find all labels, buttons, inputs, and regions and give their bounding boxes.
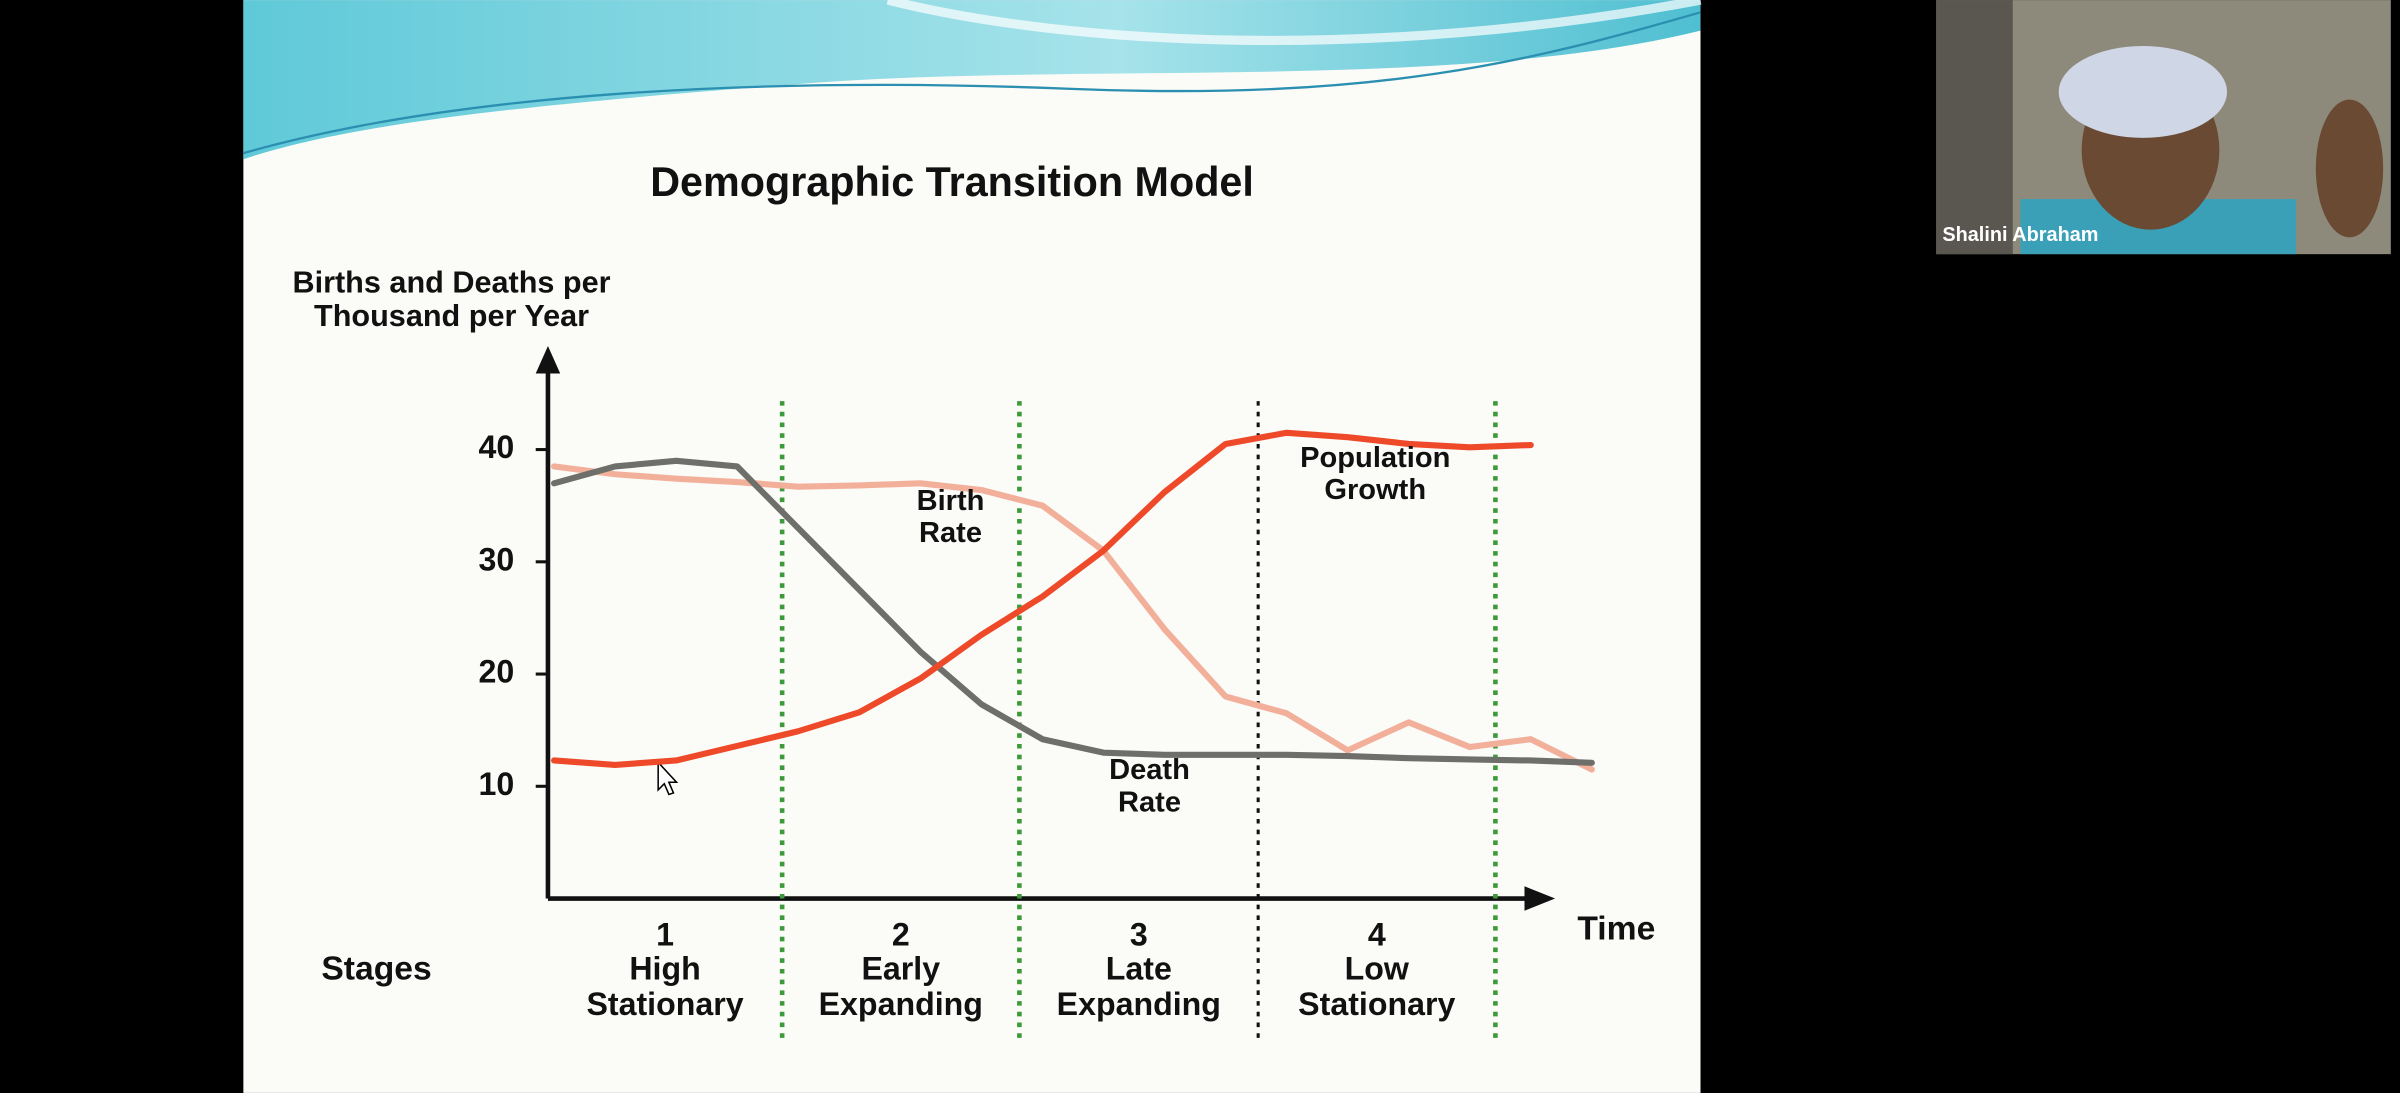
y-axis-title: Births and Deaths per Thousand per Year — [292, 266, 611, 334]
series-label-box: Birth Rate — [916, 486, 985, 550]
video-hand — [2315, 99, 2384, 238]
stage-number: 1 — [656, 916, 674, 952]
slide-wave-line — [243, 11, 1701, 155]
series-label-box: Death Rate — [1109, 756, 1190, 819]
stage-number: 2 — [892, 916, 910, 952]
series-line — [551, 457, 1595, 766]
slide-wave-highlight — [886, 0, 1702, 45]
x-axis-arrow — [1524, 886, 1556, 911]
stage-number: 3 — [1130, 916, 1148, 952]
y-tick-label: 40 — [479, 429, 515, 465]
series-label: Death Rate — [1109, 756, 1190, 819]
y-axis-title-box: Births and Deaths per Thousand per Year — [292, 266, 611, 334]
slide: Demographic Transition Model Births and … — [243, 0, 1702, 1093]
series-label-box: Population Growth — [1300, 443, 1451, 507]
series-line — [551, 463, 1595, 773]
stage-name-box: High Stationary — [586, 952, 744, 1023]
stages-label: Stages — [321, 950, 431, 987]
stage-name-box: Low Stationary — [1298, 952, 1456, 1023]
stage-number: 4 — [1368, 916, 1386, 952]
video-wall — [1936, 0, 2013, 255]
y-tick-label: 20 — [479, 654, 515, 690]
series-line — [551, 429, 1534, 768]
x-axis-title: Time — [1577, 911, 1655, 948]
video-cap — [2058, 45, 2228, 138]
stage-name: Low Stationary — [1298, 952, 1456, 1023]
chart-title: Demographic Transition Model — [650, 159, 1254, 205]
mouse-cursor — [657, 760, 679, 796]
stage-name: Late Expanding — [1056, 952, 1221, 1023]
series-label: Population Growth — [1300, 443, 1451, 507]
stage-name-box: Early Expanding — [818, 952, 983, 1023]
y-tick-label: 10 — [479, 766, 515, 802]
y-axis-arrow — [535, 345, 561, 374]
series-label: Birth Rate — [916, 486, 985, 550]
stage-name-box: Late Expanding — [1056, 952, 1221, 1023]
slide-background — [243, 0, 1701, 1093]
participant-name: Shalini Abraham — [1942, 224, 2098, 246]
stage-name: High Stationary — [586, 952, 744, 1023]
participant-tile: Shalini Abraham — [1936, 0, 2391, 255]
y-tick-label: 30 — [479, 541, 515, 577]
stage-name: Early Expanding — [818, 952, 983, 1023]
